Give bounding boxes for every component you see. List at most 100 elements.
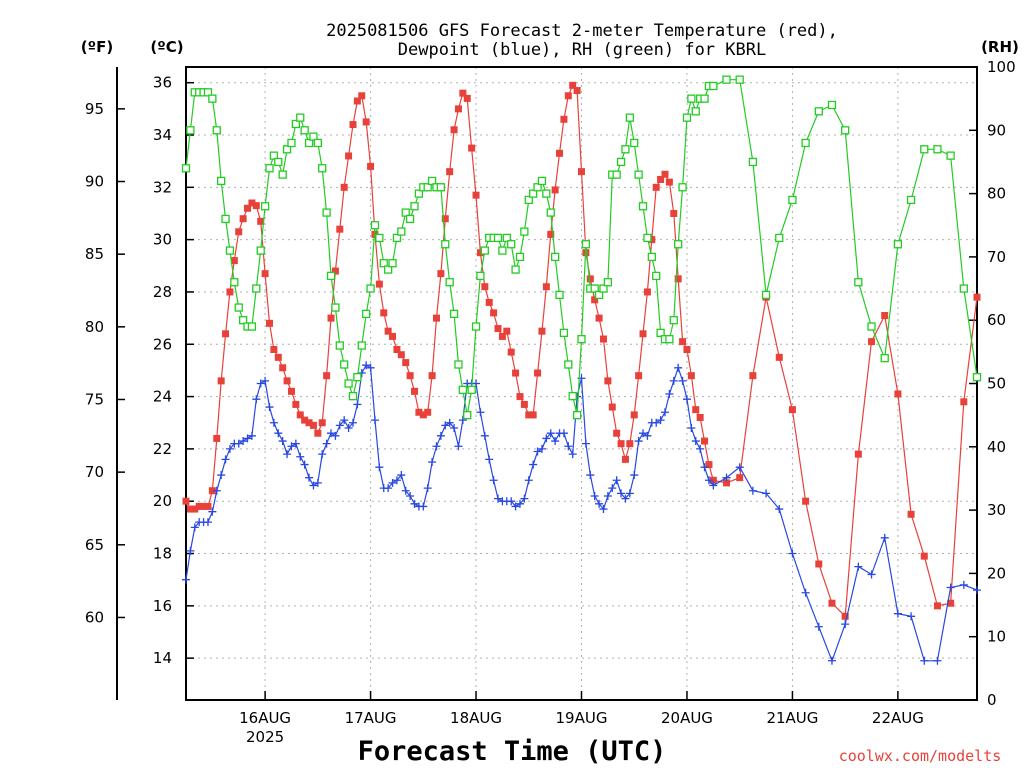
data-point <box>947 599 955 607</box>
data-point <box>446 168 454 176</box>
data-point <box>454 442 463 451</box>
data-point <box>296 452 305 461</box>
data-point <box>476 271 485 281</box>
data-point <box>788 406 796 414</box>
data-point <box>665 178 673 186</box>
data-point <box>586 471 595 480</box>
data-point <box>665 335 674 344</box>
data-point <box>222 330 230 338</box>
data-point <box>612 170 621 179</box>
data-point <box>608 484 617 493</box>
date-tick-label: 19AUG <box>556 709 608 727</box>
data-point <box>476 408 485 417</box>
data-point <box>775 233 784 243</box>
data-point <box>357 341 366 350</box>
data-point <box>920 552 928 560</box>
data-point <box>283 377 291 385</box>
data-point <box>507 348 515 356</box>
data-point <box>212 486 221 495</box>
date-tick-label: 18AUG <box>450 709 502 727</box>
data-point <box>507 497 516 506</box>
data-point <box>340 360 349 369</box>
data-point <box>375 280 383 288</box>
data-point <box>502 233 511 243</box>
data-point <box>626 440 634 448</box>
data-point <box>590 284 599 293</box>
data-point <box>696 444 705 453</box>
series-rh <box>181 75 982 420</box>
data-point <box>578 168 585 176</box>
data-point <box>296 411 304 419</box>
data-point <box>459 89 467 97</box>
data-point <box>208 487 216 495</box>
celsius-tick-label: 20 <box>153 492 172 510</box>
data-point <box>635 372 643 380</box>
chart-title-line2: Dewpoint (blue), RH (green) for KBRL <box>398 40 766 60</box>
series-dewpoint <box>182 361 981 665</box>
data-point <box>445 278 454 287</box>
data-point <box>643 233 652 243</box>
data-point <box>625 489 634 498</box>
data-point <box>239 437 248 446</box>
data-point <box>590 491 599 500</box>
data-point <box>723 479 731 487</box>
fahrenheit-tick-label: 75 <box>85 390 104 408</box>
data-point <box>230 278 239 287</box>
data-point <box>379 259 388 268</box>
data-point <box>278 170 287 179</box>
chart-title-line1: 2025081506 GFS Forecast 2-meter Temperat… <box>326 21 838 41</box>
data-point <box>494 325 502 333</box>
data-point <box>436 431 445 440</box>
data-point <box>353 400 362 409</box>
data-point <box>634 437 643 446</box>
data-point <box>247 322 257 331</box>
data-point <box>248 199 256 207</box>
data-point <box>335 421 344 430</box>
data-point <box>920 656 929 665</box>
data-point <box>722 473 731 482</box>
celsius-tick-label: 34 <box>153 126 172 144</box>
data-point <box>269 151 279 160</box>
data-point <box>463 410 472 420</box>
data-point <box>867 322 876 331</box>
data-point <box>243 434 252 443</box>
data-point <box>348 392 358 401</box>
celsius-tick-label: 36 <box>153 74 172 92</box>
data-point <box>300 126 309 135</box>
data-point <box>226 288 234 296</box>
data-point <box>709 476 717 484</box>
data-point <box>265 319 273 327</box>
data-point <box>529 460 538 469</box>
data-point <box>428 372 436 380</box>
data-point <box>450 126 458 134</box>
data-point <box>933 145 942 154</box>
data-point <box>827 656 836 665</box>
data-point <box>520 227 529 236</box>
data-point <box>656 416 665 425</box>
data-point <box>709 81 718 91</box>
data-point <box>190 523 199 532</box>
data-point <box>581 439 590 448</box>
data-point <box>424 408 432 416</box>
data-point <box>550 252 560 262</box>
data-point <box>661 170 669 178</box>
data-point <box>375 233 384 243</box>
data-point <box>709 481 718 490</box>
data-point <box>652 183 660 191</box>
data-point <box>973 293 981 301</box>
data-point <box>603 491 612 500</box>
data-point <box>305 419 313 427</box>
celsius-tick-label: 26 <box>153 335 172 353</box>
data-point <box>960 398 968 406</box>
data-point <box>542 189 551 198</box>
data-point <box>265 164 274 173</box>
data-point <box>515 499 524 508</box>
data-point <box>893 240 903 249</box>
data-point <box>722 75 731 84</box>
data-point <box>560 115 568 123</box>
data-point <box>581 240 591 249</box>
data-point <box>586 275 594 283</box>
data-point <box>282 145 292 154</box>
data-point <box>534 369 542 377</box>
data-point <box>638 202 648 211</box>
